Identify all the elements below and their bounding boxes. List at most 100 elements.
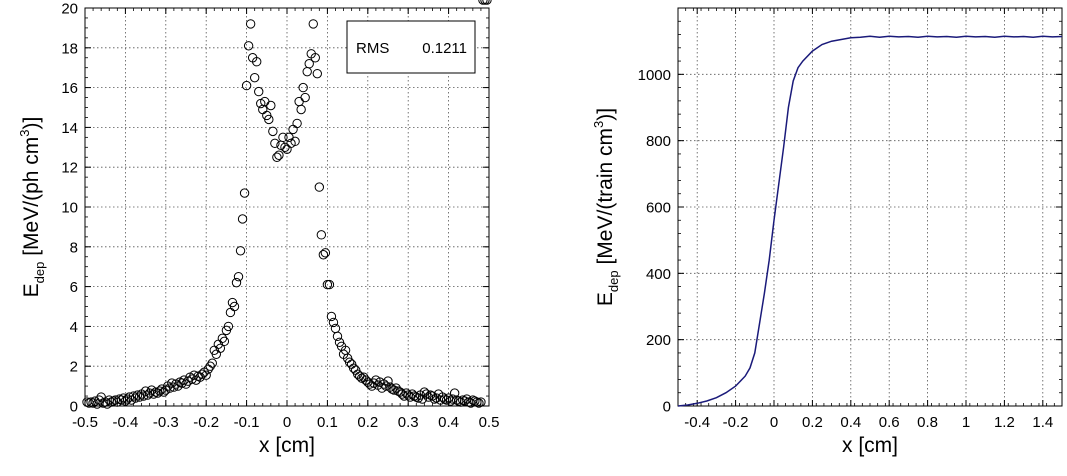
y-tick-label: 8 bbox=[70, 239, 78, 256]
y-tick-label: 16 bbox=[61, 80, 78, 97]
x-tick-label: 0.3 bbox=[398, 414, 419, 431]
stats-box bbox=[346, 20, 476, 74]
stats-value: 0.1211 bbox=[422, 40, 467, 57]
data-point bbox=[272, 152, 282, 162]
data-point bbox=[116, 395, 127, 405]
y-tick-label: 0 bbox=[663, 399, 671, 416]
y-tick-label: 4 bbox=[70, 319, 78, 336]
y-axis-title-rest: [MeV/(ph cm bbox=[20, 137, 43, 262]
data-point bbox=[441, 395, 452, 405]
y-axis-title-end: )] bbox=[594, 108, 617, 121]
data-point bbox=[312, 68, 322, 79]
data-point bbox=[458, 395, 468, 405]
y-axis-title: Edep [MeV/(ph cm3)] bbox=[17, 117, 47, 298]
y-tick-label: 0 bbox=[70, 399, 78, 416]
data-point bbox=[316, 230, 327, 240]
plot-frame bbox=[677, 7, 1063, 407]
data-point bbox=[328, 317, 339, 328]
data-point bbox=[294, 96, 304, 107]
x-tick-label: -0.3 bbox=[153, 414, 179, 431]
data-point bbox=[288, 124, 298, 135]
data-point bbox=[472, 397, 482, 407]
x-tick-label: 0.6 bbox=[879, 414, 900, 431]
data-point bbox=[320, 248, 331, 258]
data-point bbox=[235, 246, 246, 256]
y-axis-title-end: )] bbox=[20, 117, 43, 130]
data-point bbox=[205, 361, 215, 371]
data-point bbox=[310, 53, 320, 63]
x-tick-label: 0.5 bbox=[479, 414, 500, 431]
data-point bbox=[207, 358, 217, 368]
x-tick-label: 1 bbox=[962, 414, 970, 431]
data-point bbox=[304, 59, 314, 69]
y-axis-title-rest: [MeV/(train cm bbox=[594, 128, 617, 270]
data-point bbox=[397, 389, 407, 399]
data-point bbox=[201, 370, 211, 380]
x-tick-label: 1.2 bbox=[994, 414, 1015, 431]
data-point bbox=[421, 389, 432, 399]
data-point bbox=[239, 188, 250, 198]
x-tick-label: 0.2 bbox=[802, 414, 823, 431]
y-tick-label: 14 bbox=[61, 120, 78, 137]
data-point bbox=[482, 0, 492, 5]
data-point bbox=[302, 66, 312, 77]
x-tick-label: 0.8 bbox=[917, 414, 938, 431]
x-tick-label: 0.1 bbox=[317, 414, 338, 431]
x-tick-label: -0.2 bbox=[193, 414, 219, 431]
data-point bbox=[245, 19, 256, 29]
x-tick-label: -0.4 bbox=[684, 414, 710, 431]
data-point bbox=[413, 393, 423, 403]
x-axis-title: x [cm] bbox=[259, 434, 315, 457]
data-point bbox=[181, 379, 191, 389]
x-tick-label: -0.1 bbox=[234, 414, 260, 431]
data-point bbox=[217, 333, 228, 344]
data-point bbox=[197, 369, 207, 379]
y-tick-label: 20 bbox=[61, 1, 78, 18]
y-tick-label: 600 bbox=[646, 200, 671, 217]
y-axis-title-main: E bbox=[594, 292, 617, 306]
data-point bbox=[330, 323, 341, 334]
data-point bbox=[254, 86, 264, 97]
data-point bbox=[332, 331, 343, 342]
data-point bbox=[241, 80, 252, 91]
plot-frame bbox=[84, 7, 490, 407]
left-scatter-chart: -0.5 -0.4 -0.3 -0.2 -0.1 0 0.1 0.2 0.3 0.4 0.5 0 2 4 6… bbox=[17, 0, 499, 457]
data-point bbox=[278, 132, 288, 143]
data-point bbox=[318, 250, 329, 260]
y-tick-label: 6 bbox=[70, 279, 78, 296]
x-tick-label: 1.4 bbox=[1032, 414, 1053, 431]
data-point bbox=[148, 389, 159, 399]
data-point bbox=[383, 376, 393, 386]
data-point bbox=[324, 279, 335, 290]
stats-label: RMS bbox=[356, 40, 389, 57]
right-line-chart: -0.4 -0.2 0 0.2 0.4 0.6 0.8 1 1.2 1.4 0 200 400 600 80… bbox=[591, 7, 1063, 457]
data-point bbox=[268, 126, 278, 137]
y-tick-label: 1000 bbox=[638, 67, 671, 84]
data-point bbox=[233, 271, 244, 282]
data-point bbox=[252, 57, 262, 67]
data-point bbox=[219, 336, 230, 347]
x-tick-label: 0 bbox=[770, 414, 778, 431]
data-point bbox=[292, 118, 302, 129]
data-point bbox=[231, 277, 242, 288]
data-point bbox=[389, 385, 399, 395]
data-point bbox=[258, 104, 268, 115]
data-point bbox=[447, 394, 458, 404]
data-line bbox=[677, 35, 1063, 407]
data-point bbox=[215, 343, 226, 353]
data-point bbox=[474, 398, 484, 408]
y-tick-label: 800 bbox=[646, 133, 671, 150]
x-tick-label: 0 bbox=[283, 414, 291, 431]
data-point bbox=[274, 150, 284, 160]
y-axis-title: Edep [MeV/(train cm3)] bbox=[591, 108, 621, 306]
y-axis-title-sub: dep bbox=[606, 270, 621, 292]
y-tick-label: 18 bbox=[61, 40, 78, 57]
data-point bbox=[314, 182, 325, 192]
data-point bbox=[88, 398, 98, 408]
data-point bbox=[290, 136, 300, 147]
data-point bbox=[229, 301, 240, 312]
y-tick-label: 200 bbox=[646, 332, 671, 349]
x-tick-label: -0.4 bbox=[112, 414, 138, 431]
y-axis-title-sub: dep bbox=[32, 262, 47, 284]
